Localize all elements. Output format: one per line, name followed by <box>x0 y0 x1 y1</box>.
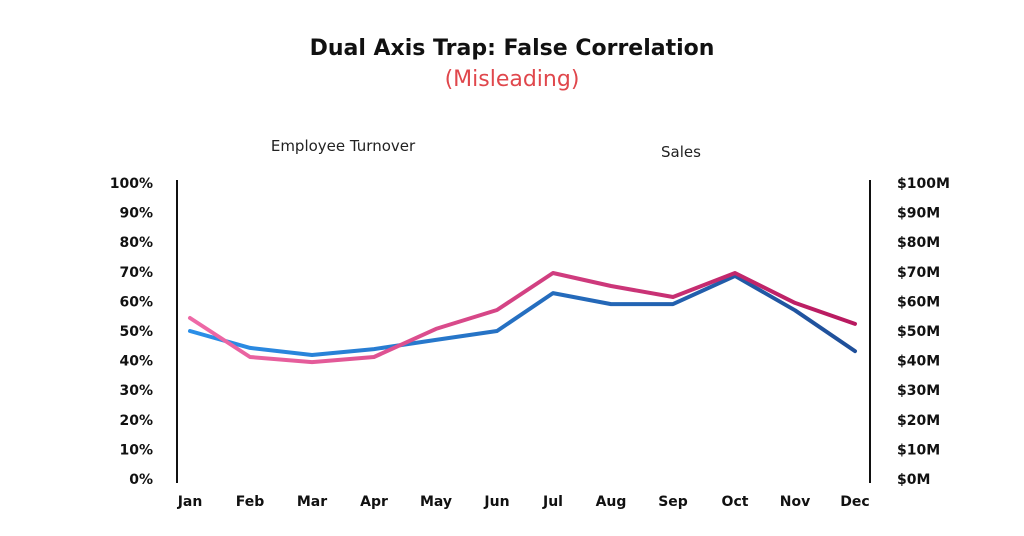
left-tick-label: 80% <box>119 235 153 251</box>
legend-label: Sales <box>661 143 701 161</box>
right-tick-label: $80M <box>897 235 940 251</box>
x-tick-label: Nov <box>780 494 810 510</box>
x-tick-label: Jul <box>542 494 563 510</box>
left-tick-label: 60% <box>119 294 153 310</box>
left-tick-label: 90% <box>119 206 153 222</box>
left-tick-label: 0% <box>129 472 153 488</box>
right-tick-label: $0M <box>897 472 930 488</box>
x-tick-label: Jun <box>483 494 509 510</box>
x-tick-label: May <box>420 494 452 510</box>
x-tick-label: Dec <box>840 494 869 510</box>
legend-label: Employee Turnover <box>271 137 416 155</box>
left-tick-label: 40% <box>119 354 153 370</box>
x-tick-label: Feb <box>236 494 265 510</box>
right-tick-label: $90M <box>897 206 940 222</box>
left-tick-label: 20% <box>119 413 153 429</box>
x-tick-label: Mar <box>297 494 327 510</box>
x-tick-label: Aug <box>596 494 627 510</box>
chart-title: Dual Axis Trap: False Correlation <box>309 36 715 61</box>
left-tick-label: 10% <box>119 442 153 458</box>
series-line-1 <box>188 271 857 365</box>
x-tick-label: Jan <box>177 494 203 510</box>
right-tick-label: $50M <box>897 324 940 340</box>
left-tick-label: 30% <box>119 383 153 399</box>
right-tick-label: $40M <box>897 354 940 370</box>
right-tick-label: $60M <box>897 294 940 310</box>
right-tick-label: $20M <box>897 413 940 429</box>
x-tick-label: Apr <box>360 494 388 510</box>
x-tick-label: Oct <box>722 494 749 510</box>
right-tick-label: $10M <box>897 442 940 458</box>
left-tick-label: 100% <box>110 176 153 192</box>
right-tick-label: $100M <box>897 176 950 192</box>
series-line-0 <box>188 273 857 357</box>
chart-subtitle: (Misleading) <box>444 67 580 92</box>
right-tick-label: $70M <box>897 265 940 281</box>
left-tick-label: 70% <box>119 265 153 281</box>
left-tick-label: 50% <box>119 324 153 340</box>
x-tick-label: Sep <box>658 494 688 510</box>
right-tick-label: $30M <box>897 383 940 399</box>
